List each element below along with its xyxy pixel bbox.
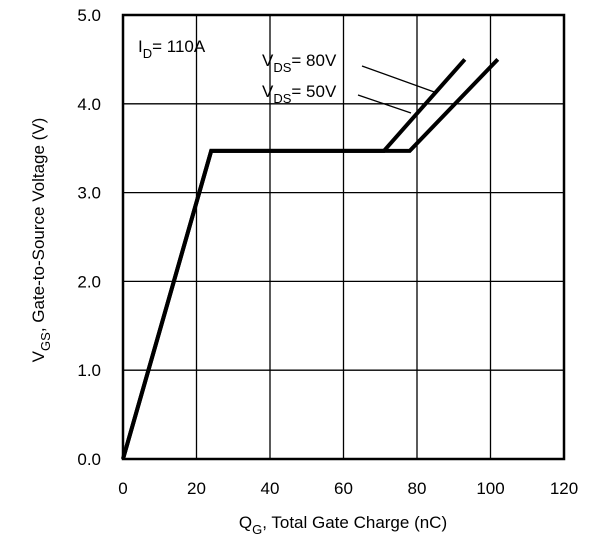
vds-80v-leader-line [361,65,438,94]
series-line-1 [121,58,500,460]
drain-current-annotation: ID= 110A [138,37,206,61]
y-tick-labels: 0.0 1.0 2.0 3.0 4.0 5.0 [77,6,101,469]
vds-80v-annotation: VDS= 80V [262,51,337,75]
series-lines [121,58,500,460]
y-tick-label: 2.0 [77,272,101,291]
grid-lines [123,15,564,459]
plot-frame [121,13,566,461]
y-tick-label: 5.0 [77,6,101,25]
x-tick-label: 40 [261,479,280,498]
y-tick-label: 1.0 [77,361,101,380]
y-tick-label: 0.0 [77,450,101,469]
vds-50v-annotation: VDS= 50V [262,82,337,106]
x-tick-label: 80 [408,479,427,498]
x-tick-label: 120 [550,479,578,498]
x-tick-label: 100 [476,479,504,498]
x-tick-label: 20 [187,479,206,498]
x-tick-label: 60 [334,479,353,498]
y-tick-label: 4.0 [77,95,101,114]
vds-50v-leader-line [357,94,412,114]
y-axis-label: VGS, Gate-to-Source Voltage (V) [29,118,53,363]
x-tick-labels: 0 20 40 60 80 100 120 [118,479,578,498]
series-line-0 [121,58,467,460]
y-tick-label: 3.0 [77,184,101,203]
x-tick-label: 0 [118,479,127,498]
x-axis-label: QG, Total Gate Charge (nC) [239,513,447,537]
